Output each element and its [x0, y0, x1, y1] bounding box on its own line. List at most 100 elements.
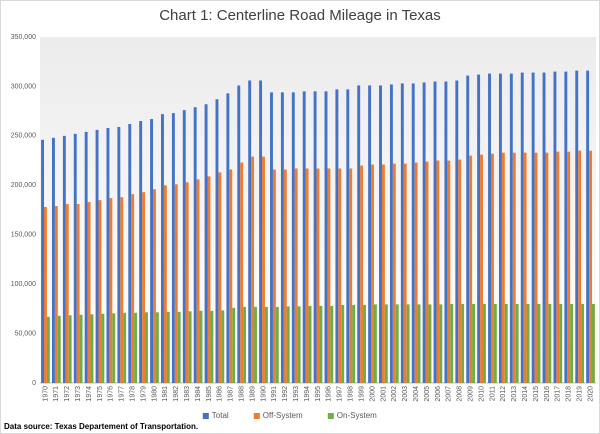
y-tick-label: 150,000 [11, 232, 36, 239]
x-tick-label: 2015 [533, 386, 540, 402]
x-tick-label: 1986 [217, 386, 224, 402]
bar [352, 304, 356, 383]
x-tick-label: 1979 [140, 386, 147, 402]
bar [280, 92, 284, 384]
x-tick-label: 1980 [151, 386, 158, 402]
bar [436, 160, 440, 383]
bar [182, 110, 186, 383]
bar [357, 85, 361, 383]
bar [283, 169, 287, 383]
bar [101, 313, 105, 383]
bar [504, 303, 508, 383]
bar [422, 82, 426, 383]
x-tick-label: 2007 [446, 386, 453, 402]
bar [545, 152, 549, 383]
bar [564, 71, 568, 383]
bar [73, 133, 77, 383]
bar [493, 303, 497, 383]
bar [65, 204, 69, 383]
bar [305, 168, 309, 383]
bar [526, 303, 530, 383]
bar [414, 162, 418, 383]
bar [433, 81, 437, 383]
chart-title: Chart 1: Centerline Road Mileage in Texa… [159, 7, 441, 24]
bar [87, 202, 91, 383]
bar [338, 168, 342, 383]
x-tick-label: 2012 [500, 386, 507, 402]
x-tick-label: 2001 [380, 386, 387, 402]
x-tick-label: 1989 [249, 386, 256, 402]
bar [490, 153, 494, 383]
bar [586, 70, 590, 384]
bar [537, 303, 541, 383]
bar [411, 83, 415, 383]
bar [592, 303, 595, 383]
bar [458, 159, 462, 383]
x-tick-label: 2011 [489, 386, 496, 401]
y-tick-label: 0 [32, 380, 36, 387]
x-tick-label: 2016 [544, 386, 551, 402]
bar [392, 163, 396, 383]
x-tick-label: 2014 [522, 386, 529, 402]
bar [389, 84, 393, 384]
bar [297, 306, 301, 383]
bar [109, 198, 113, 383]
x-tick-label: 1977 [119, 386, 126, 402]
bar [302, 91, 306, 383]
bar [384, 304, 388, 383]
x-tick-label: 2003 [402, 386, 409, 402]
bar [106, 127, 110, 383]
x-tick-label: 2008 [457, 386, 464, 402]
bar [153, 189, 156, 383]
x-tick-label: 1999 [358, 386, 365, 402]
y-tick-label: 200,000 [11, 182, 36, 189]
bar [54, 206, 58, 383]
bar [335, 89, 339, 383]
bar [188, 311, 192, 383]
bar [589, 150, 593, 383]
x-tick-label: 1984 [195, 386, 202, 402]
bar [134, 312, 138, 383]
bar [139, 121, 143, 384]
bar [163, 185, 167, 383]
bar [371, 164, 374, 383]
y-tick-label: 50,000 [15, 330, 37, 337]
bar [439, 304, 443, 383]
bar [215, 99, 219, 383]
bar [76, 204, 80, 383]
bar [123, 312, 127, 383]
bar [488, 73, 491, 383]
x-tick-label: 2006 [435, 386, 442, 402]
bar [207, 176, 211, 383]
x-tick-label: 1978 [130, 386, 137, 402]
bar [373, 304, 377, 383]
bar [150, 119, 154, 384]
legend-swatch [327, 413, 334, 419]
bar [98, 200, 102, 383]
bar [177, 311, 181, 383]
bar [308, 305, 312, 383]
x-tick-label: 2017 [555, 386, 562, 402]
x-tick-label: 2004 [413, 386, 420, 402]
legend-swatch [202, 413, 209, 419]
bar [171, 113, 175, 384]
x-tick-label: 1992 [282, 386, 289, 402]
x-tick-label: 2018 [566, 386, 573, 402]
bar [428, 304, 432, 383]
bar [51, 137, 55, 383]
bar [360, 165, 364, 383]
bar [316, 168, 320, 383]
bar [469, 155, 473, 383]
bar [319, 305, 323, 383]
bar [262, 156, 265, 383]
bar [567, 151, 571, 383]
bar [477, 74, 481, 384]
bar [417, 304, 421, 383]
x-tick-label: 1971 [53, 386, 60, 402]
bar [46, 316, 50, 383]
bar [128, 123, 132, 383]
bar [199, 310, 203, 383]
bar [461, 303, 465, 383]
bar [41, 139, 44, 383]
